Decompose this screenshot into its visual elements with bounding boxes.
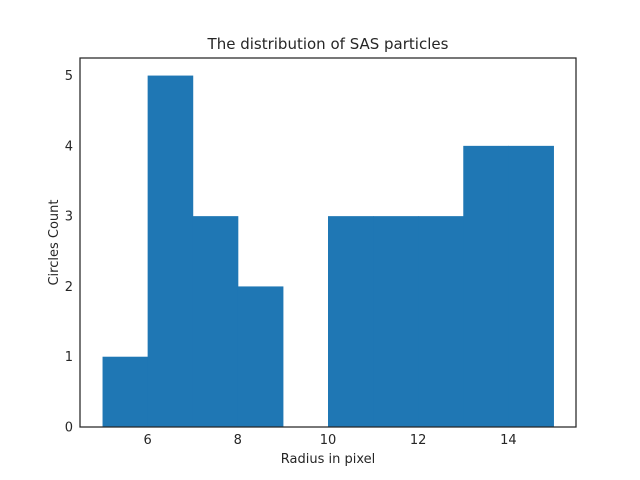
plot-frame — [79, 57, 577, 428]
histogram-bar-8 — [463, 145, 509, 427]
histogram-bar-5 — [328, 216, 374, 427]
y-tick-label-3: 3 — [65, 210, 73, 225]
x-tick-label-12: 12 — [410, 433, 427, 448]
y-tick-label-4: 4 — [65, 139, 73, 154]
histogram-bar-6 — [373, 216, 419, 427]
histogram-bar-1 — [147, 75, 194, 428]
histogram-bar-3 — [237, 286, 284, 427]
x-tick-label-10: 10 — [320, 433, 337, 448]
chart-title: The distribution of SAS particles — [207, 35, 449, 53]
histogram-bar-2 — [192, 216, 239, 427]
y-tick-label-1: 1 — [65, 350, 73, 365]
y-axis-label: Circles Count — [47, 199, 62, 285]
x-tick-label-14: 14 — [500, 433, 517, 448]
x-ticks: 6 8 10 12 14 — [143, 433, 516, 448]
y-ticks: 0 1 2 3 4 5 — [65, 69, 73, 435]
histogram-bar-7 — [418, 216, 464, 427]
x-tick-label-8: 8 — [234, 433, 242, 448]
y-tick-label-2: 2 — [65, 280, 73, 295]
y-tick-label-5: 5 — [65, 69, 73, 84]
y-tick-label-0: 0 — [65, 421, 73, 436]
x-tick-label-6: 6 — [143, 433, 151, 448]
histogram-bar-9 — [508, 145, 554, 427]
x-axis-label: Radius in pixel — [281, 452, 375, 467]
histogram-bar-0 — [102, 356, 149, 427]
bars-group — [102, 75, 554, 428]
